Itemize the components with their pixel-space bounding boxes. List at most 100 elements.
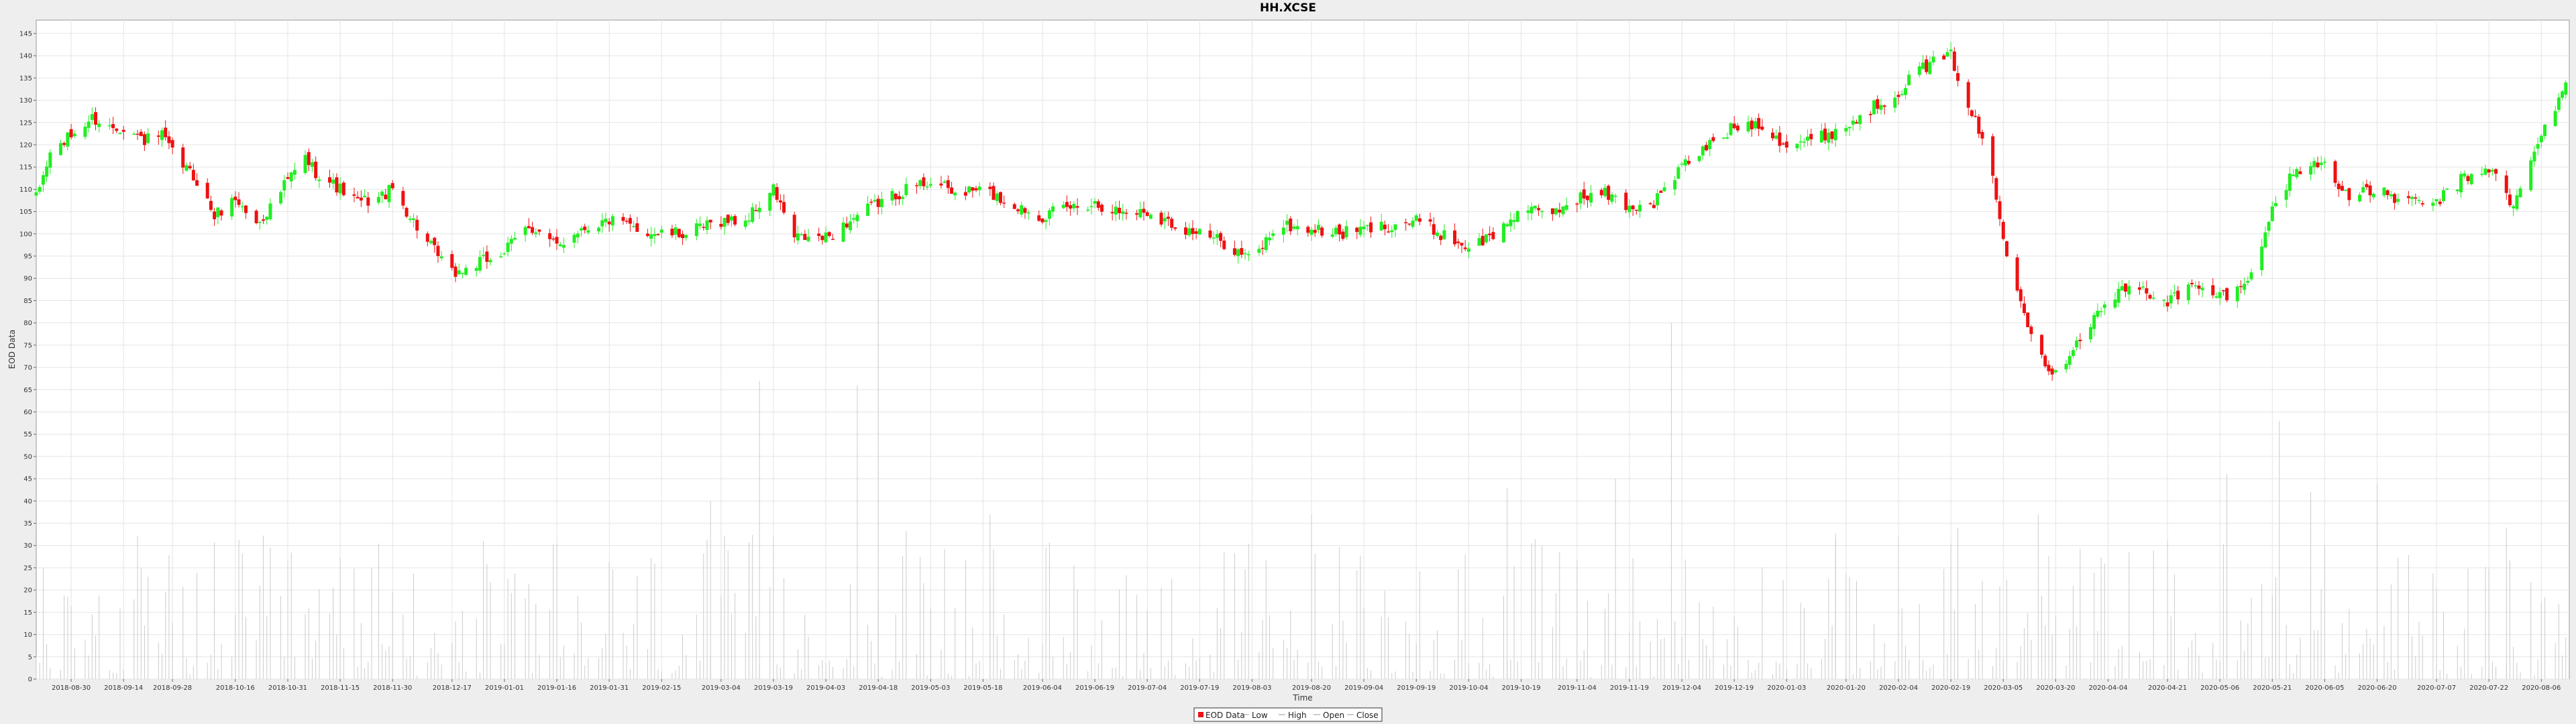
candle-body bbox=[213, 211, 217, 220]
candle-body bbox=[2543, 124, 2547, 136]
candle-body bbox=[1823, 128, 1827, 141]
candle-body bbox=[1316, 225, 1320, 231]
candle-body bbox=[45, 166, 49, 177]
candle-body bbox=[1687, 160, 1691, 164]
candle-body bbox=[1830, 131, 1834, 139]
candle-body bbox=[240, 206, 244, 208]
candle-body bbox=[1369, 222, 1373, 233]
candle-body bbox=[1306, 227, 1310, 233]
x-tick-label: 2020-07-07 bbox=[2417, 684, 2456, 692]
candle-body bbox=[341, 182, 345, 196]
candle-body bbox=[1166, 217, 1170, 219]
candle-body bbox=[376, 196, 380, 203]
candle-body bbox=[1732, 123, 1736, 129]
candle-body bbox=[268, 203, 272, 219]
candle-body bbox=[1784, 141, 1788, 148]
candle-body bbox=[2382, 187, 2386, 196]
candle-body bbox=[607, 221, 611, 225]
candle-body bbox=[1879, 105, 1883, 110]
candle-body bbox=[2243, 284, 2247, 290]
x-tick-label: 2019-04-18 bbox=[859, 684, 898, 692]
x-tick-label: 2019-07-04 bbox=[1128, 684, 1167, 692]
candle-body bbox=[855, 215, 859, 221]
candle-body bbox=[1697, 156, 1701, 162]
candle-body bbox=[558, 244, 562, 247]
candle-body bbox=[90, 114, 94, 120]
candle-body bbox=[778, 200, 782, 203]
candle-body bbox=[653, 234, 657, 237]
x-tick-label: 2020-04-04 bbox=[2088, 684, 2127, 692]
candle-body bbox=[139, 131, 143, 137]
candle-body bbox=[314, 162, 318, 178]
candle-body bbox=[656, 234, 660, 235]
candle-body bbox=[1582, 189, 1586, 199]
candle-body bbox=[1977, 116, 1981, 134]
candle-body bbox=[1903, 88, 1907, 95]
candle-body bbox=[694, 223, 698, 237]
candle-body bbox=[502, 253, 506, 255]
candle-body bbox=[572, 235, 576, 243]
candle-body bbox=[1771, 132, 1775, 139]
candle-body bbox=[600, 220, 604, 227]
candle-body bbox=[817, 233, 821, 236]
candle-body bbox=[1330, 234, 1334, 237]
candle-body bbox=[2197, 285, 2201, 289]
y-tick-label: 85 bbox=[23, 298, 32, 305]
candle-body bbox=[265, 217, 269, 221]
candle-body bbox=[184, 165, 189, 171]
candle-body bbox=[439, 256, 443, 259]
candle-body bbox=[1819, 130, 1823, 143]
candle-body bbox=[2001, 222, 2005, 239]
candle-body bbox=[1212, 237, 1216, 239]
x-tick-label: 2018-10-16 bbox=[216, 684, 255, 692]
legend-item-low: Low bbox=[1252, 711, 1268, 720]
candle-body bbox=[1585, 195, 1589, 200]
candle-body bbox=[702, 227, 706, 228]
candle-body bbox=[1285, 221, 1289, 225]
candle-body bbox=[2050, 368, 2054, 375]
candle-body bbox=[1966, 82, 1970, 108]
y-tick-label: 140 bbox=[19, 53, 32, 60]
candle-body bbox=[1271, 233, 1275, 236]
candle-body bbox=[1295, 226, 1299, 230]
candle-body bbox=[796, 233, 800, 241]
candle-body bbox=[1100, 204, 1104, 212]
candle-body bbox=[146, 133, 150, 143]
candle-body bbox=[303, 155, 307, 174]
candle-body bbox=[583, 226, 587, 231]
candle-body bbox=[1121, 211, 1125, 215]
candle-body bbox=[188, 166, 192, 169]
candle-body bbox=[2564, 82, 2568, 95]
candle-body bbox=[1240, 248, 1244, 255]
x-tick-label: 2020-02-19 bbox=[1931, 684, 1970, 692]
y-tick-label: 105 bbox=[19, 208, 32, 216]
candle-body bbox=[1558, 209, 1562, 213]
candle-body bbox=[757, 207, 761, 213]
candle-body bbox=[1925, 59, 1929, 72]
candle-body bbox=[1365, 225, 1369, 227]
candle-body bbox=[1292, 226, 1296, 229]
candle-body bbox=[1138, 208, 1142, 218]
x-tick-label: 2019-01-01 bbox=[485, 684, 524, 692]
candle-body bbox=[2019, 289, 2023, 302]
candle-body bbox=[586, 230, 590, 233]
candle-body bbox=[1481, 235, 1485, 245]
candle-body bbox=[2214, 296, 2218, 298]
candle-body bbox=[1086, 209, 1090, 211]
candle-body bbox=[2469, 174, 2473, 184]
candle-body bbox=[2434, 198, 2438, 202]
candle-body bbox=[307, 152, 311, 166]
candle-body bbox=[1173, 227, 1177, 229]
candle-body bbox=[1428, 219, 1432, 222]
legend-item-close: Close bbox=[1356, 711, 1379, 720]
candle-body bbox=[645, 233, 649, 237]
y-tick-label: 15 bbox=[23, 609, 32, 617]
candle-body bbox=[1089, 206, 1093, 208]
candle-body bbox=[597, 227, 601, 232]
candle-body bbox=[1921, 62, 1925, 69]
legend-item-eod: EOD Data bbox=[1205, 711, 1245, 720]
candle-body bbox=[1320, 227, 1324, 236]
candle-body bbox=[66, 132, 70, 147]
candle-body bbox=[1191, 228, 1195, 235]
